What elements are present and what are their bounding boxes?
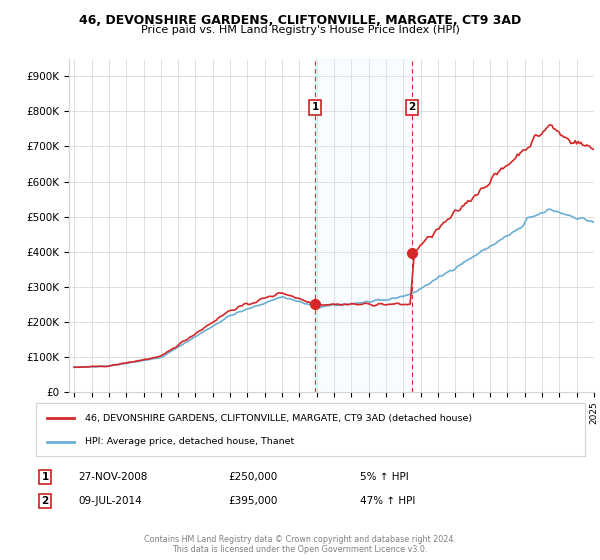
Text: 1: 1 <box>311 102 319 112</box>
Text: 46, DEVONSHIRE GARDENS, CLIFTONVILLE, MARGATE, CT9 3AD (detached house): 46, DEVONSHIRE GARDENS, CLIFTONVILLE, MA… <box>85 414 473 423</box>
Text: 46, DEVONSHIRE GARDENS, CLIFTONVILLE, MARGATE, CT9 3AD: 46, DEVONSHIRE GARDENS, CLIFTONVILLE, MA… <box>79 14 521 27</box>
Text: £395,000: £395,000 <box>228 496 277 506</box>
Bar <box>315 59 412 392</box>
Text: 5% ↑ HPI: 5% ↑ HPI <box>360 472 409 482</box>
Text: 1: 1 <box>41 472 49 482</box>
Text: 47% ↑ HPI: 47% ↑ HPI <box>360 496 415 506</box>
Text: 2: 2 <box>41 496 49 506</box>
Text: £250,000: £250,000 <box>228 472 277 482</box>
Text: Contains HM Land Registry data © Crown copyright and database right 2024.
This d: Contains HM Land Registry data © Crown c… <box>144 535 456 554</box>
Text: HPI: Average price, detached house, Thanet: HPI: Average price, detached house, Than… <box>85 437 295 446</box>
Text: 27-NOV-2008: 27-NOV-2008 <box>78 472 148 482</box>
Text: 09-JUL-2014: 09-JUL-2014 <box>78 496 142 506</box>
Text: 2: 2 <box>409 102 416 112</box>
Text: Price paid vs. HM Land Registry's House Price Index (HPI): Price paid vs. HM Land Registry's House … <box>140 25 460 35</box>
